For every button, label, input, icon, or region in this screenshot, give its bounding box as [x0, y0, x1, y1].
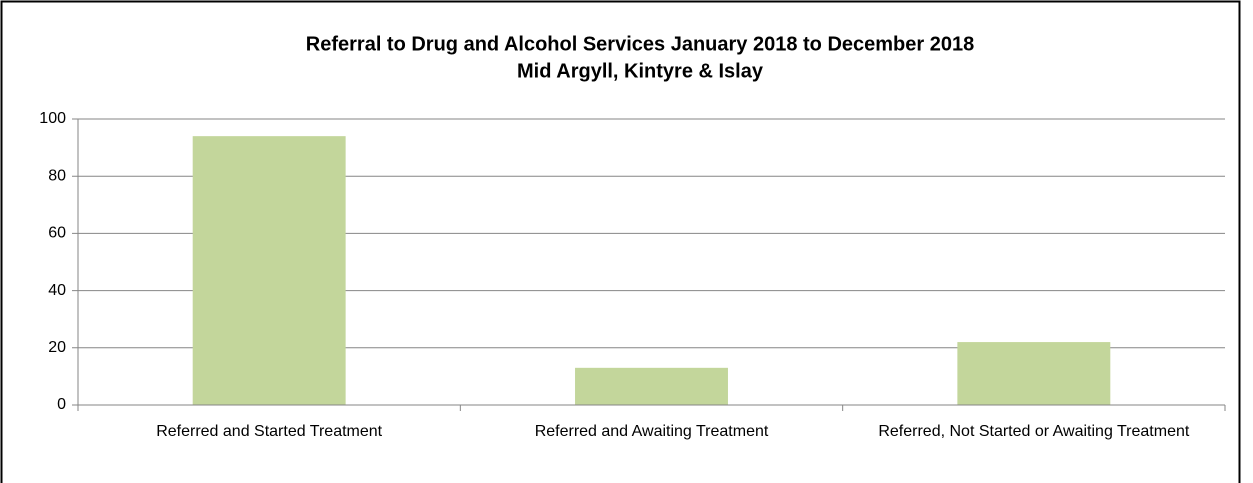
y-tick-label: 80: [48, 167, 66, 184]
bar: [575, 367, 728, 405]
x-tick-label: Referred, Not Started or Awaiting Treatm…: [878, 423, 1190, 440]
y-tick-label: 20: [48, 339, 66, 356]
bar: [192, 136, 346, 405]
bar: [957, 342, 1111, 405]
y-tick-label: 100: [39, 110, 66, 127]
chart-subtitle: Mid Argyll, Kintyre & Islay: [517, 60, 764, 82]
y-tick-label: 0: [57, 396, 66, 413]
chart-title: Referral to Drug and Alcohol Services Ja…: [306, 33, 974, 55]
y-tick-label: 40: [48, 282, 66, 299]
y-tick-label: 60: [48, 225, 66, 242]
x-tick-label: Referred and Started Treatment: [156, 423, 383, 440]
x-tick-label: Referred and Awaiting Treatment: [534, 423, 769, 440]
